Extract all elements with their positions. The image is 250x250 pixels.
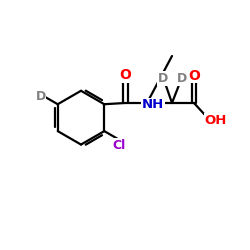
- Text: NH: NH: [142, 98, 164, 112]
- Text: O: O: [188, 68, 200, 82]
- Text: D: D: [36, 90, 46, 103]
- Text: D: D: [177, 72, 187, 85]
- Text: O: O: [120, 68, 132, 82]
- Text: OH: OH: [205, 114, 227, 127]
- Text: Cl: Cl: [113, 139, 126, 152]
- Text: D: D: [158, 72, 168, 85]
